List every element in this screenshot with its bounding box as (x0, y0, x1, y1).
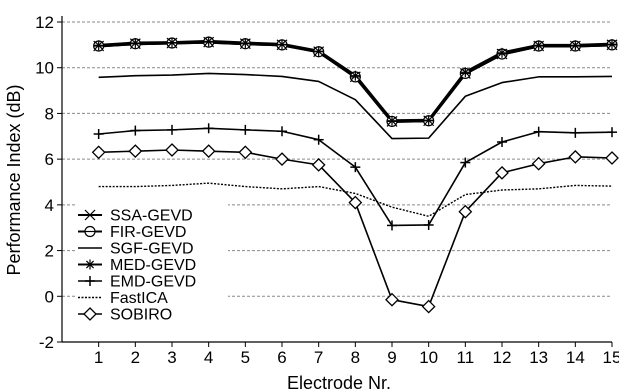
data-point-med-gevd (203, 36, 214, 47)
data-point-sobiro (275, 152, 289, 167)
x-tick-label: 8 (351, 348, 360, 367)
data-point-emd-gevd (460, 157, 471, 168)
x-tick-label: 14 (566, 348, 585, 367)
y-tick-label: 2 (45, 242, 54, 261)
data-point-emd-gevd (167, 124, 177, 135)
data-point-med-gevd (277, 39, 287, 50)
y-axis-title: Performance Index (dB) (4, 84, 24, 275)
x-tick-label: 5 (241, 348, 250, 367)
data-point-emd-gevd (497, 137, 507, 147)
data-point-sobiro (495, 165, 509, 180)
data-point-emd-gevd (130, 125, 141, 136)
data-point-med-gevd (313, 46, 324, 57)
data-point-sobiro (238, 145, 253, 160)
data-point-med-gevd (533, 40, 544, 51)
legend-label-emd-gevd: EMD-GEVD (110, 274, 196, 291)
data-point-emd-gevd (607, 127, 617, 138)
x-tick-label: 12 (493, 348, 512, 367)
y-tick-label: 6 (45, 150, 54, 169)
legend-marker-fir-gevd (84, 225, 96, 238)
data-point-med-gevd (93, 40, 104, 51)
data-point-sobiro (201, 144, 216, 159)
data-point-sobiro (165, 143, 179, 157)
legend-label-med-gevd: MED-GEVD (110, 257, 196, 274)
x-tick-label: 15 (603, 348, 619, 367)
data-point-med-gevd (607, 39, 617, 50)
data-point-emd-gevd (313, 134, 324, 145)
data-point-sobiro (568, 149, 583, 164)
y-tick-label: 8 (45, 104, 54, 123)
data-point-emd-gevd (240, 124, 251, 135)
data-point-sobiro (458, 204, 473, 219)
legend-marker-med-gevd (85, 259, 95, 270)
data-point-sobiro (605, 151, 619, 165)
data-point-emd-gevd (203, 123, 214, 134)
data-point-emd-gevd (93, 129, 104, 139)
x-tick-label: 4 (204, 348, 213, 367)
x-tick-label: 13 (529, 348, 548, 367)
x-tick-label: 2 (131, 348, 140, 367)
data-point-emd-gevd (387, 220, 397, 231)
data-point-sobiro (311, 157, 326, 172)
x-tick-label: 1 (94, 348, 103, 367)
x-tick-label: 7 (314, 348, 323, 367)
legend-marker-emd-gevd (85, 276, 95, 286)
data-point-emd-gevd (277, 126, 287, 137)
data-point-sobiro (421, 299, 436, 314)
x-tick-label: 6 (277, 348, 286, 367)
x-axis-title: Electrode Nr. (287, 373, 391, 392)
y-tick-label: 0 (45, 287, 54, 306)
y-tick-label: -2 (39, 333, 54, 352)
data-point-med-gevd (570, 40, 581, 51)
legend-label-fir-gevd: FIR-GEVD (110, 224, 186, 241)
data-point-med-gevd (130, 38, 141, 49)
data-point-med-gevd (497, 47, 507, 58)
data-point-emd-gevd (570, 127, 581, 138)
series-line-fastica (98, 182, 613, 217)
series-line-sgf-gevd (98, 72, 613, 140)
y-tick-label: 10 (35, 59, 54, 78)
data-point-med-gevd (167, 37, 177, 48)
y-tick-label: 12 (35, 13, 54, 32)
x-tick-label: 11 (457, 348, 475, 367)
legend-label-fastica: FastICA (110, 290, 168, 307)
y-tick-label: 4 (45, 196, 54, 215)
data-point-emd-gevd (533, 126, 544, 137)
data-point-emd-gevd (423, 219, 434, 230)
data-point-sobiro (531, 156, 546, 171)
data-point-emd-gevd (350, 162, 361, 173)
series-markers (91, 36, 619, 314)
legend-label-sgf-gevd: SGF-GEVD (110, 241, 194, 258)
axes (57, 16, 613, 347)
data-point-med-gevd (387, 115, 397, 126)
data-point-sobiro (128, 144, 143, 159)
x-tick-label: 3 (167, 348, 176, 367)
x-tick-label: 9 (387, 348, 396, 367)
legend: SSA-GEVDFIR-GEVDSGF-GEVDMED-GEVDEMD-GEVD… (76, 204, 228, 324)
legend-marker-ssa-gevd (84, 209, 96, 221)
legend-label-sobiro: SOBIRO (110, 307, 172, 324)
data-point-med-gevd (423, 115, 434, 126)
data-point-sobiro (91, 145, 106, 160)
legend-marker-sobiro (83, 307, 97, 321)
data-point-med-gevd (240, 38, 251, 49)
data-point-med-gevd (350, 70, 361, 81)
legend-label-ssa-gevd: SSA-GEVD (110, 208, 193, 225)
data-point-sobiro (385, 292, 399, 307)
data-point-sobiro (348, 195, 363, 210)
x-tick-label: 10 (419, 348, 438, 367)
data-point-med-gevd (460, 67, 471, 78)
